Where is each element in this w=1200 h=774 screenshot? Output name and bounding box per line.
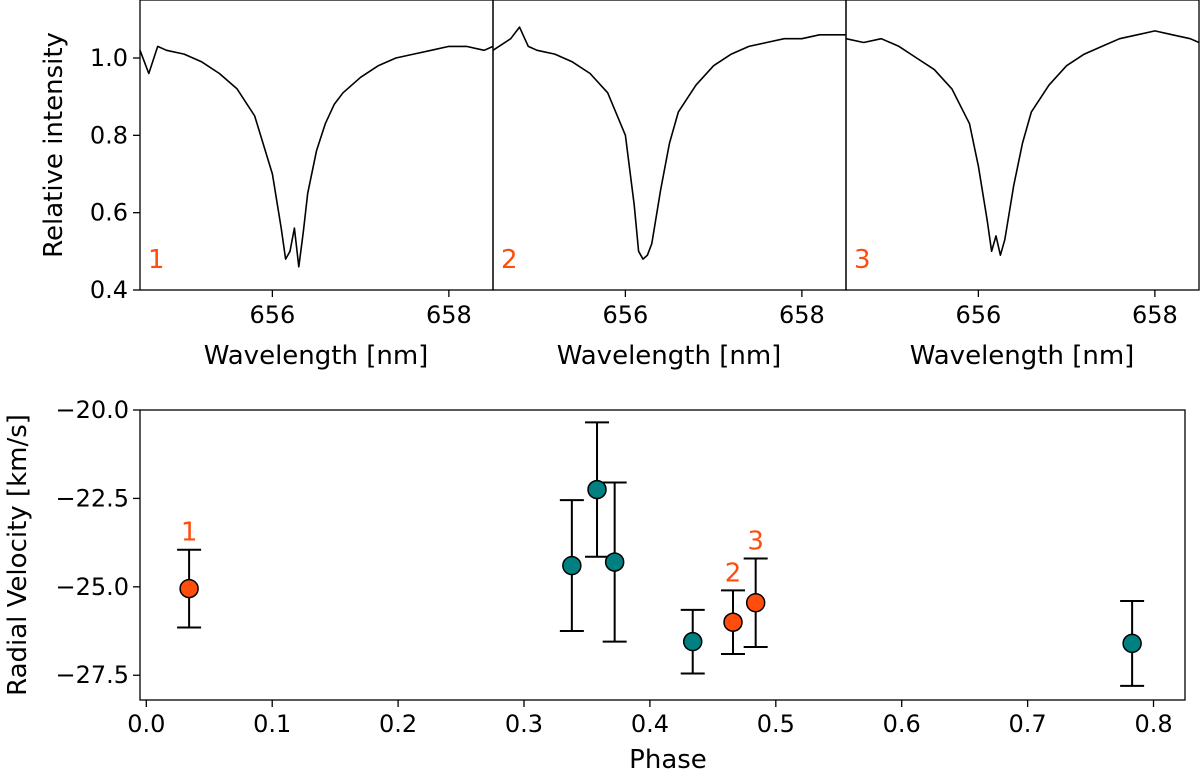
y-tick-label: 1.0	[90, 44, 128, 72]
data-point	[587, 479, 607, 500]
rv-x-axis: 0.0 0.1 0.2 0.3 0.4 0.5 0.6 0.7 0.8	[127, 700, 1173, 738]
data-point	[682, 631, 703, 652]
rv-scatter-plot: 0.0 0.1 0.2 0.3 0.4 0.5 0.6 0.7 0.8 −27.5−25.0−2…	[3, 396, 1186, 774]
rv-x-label: Phase	[629, 745, 707, 774]
y-tick-label: 0.8	[90, 121, 128, 149]
spectrum-panel-2: 656 658 2	[492, 0, 847, 329]
x-tick-label: 0.2	[379, 710, 417, 738]
x-tick-label: 0.6	[883, 710, 921, 738]
x-tick-label: 656	[955, 301, 1001, 329]
data-point	[562, 555, 582, 576]
x-tick-label: 658	[779, 301, 825, 329]
spectrum-line	[139, 45, 494, 268]
panel-number-label: 3	[854, 245, 871, 275]
x-tick-label: 0.5	[757, 710, 795, 738]
spectra-y-axis: 0.4 0.6 0.8 1.0	[90, 44, 140, 304]
spectrum-frame	[845, 0, 1200, 291]
data-point	[723, 612, 743, 632]
x-tick-label: 0.0	[127, 710, 165, 738]
spectra-row: 656 658 1 656 658 2 656 658 3 0.4 0.6 0.8 1.0 Rel…	[39, 0, 1200, 371]
y-tick-label: −22.5	[55, 484, 129, 512]
x-tick-label: 0.3	[505, 710, 543, 738]
data-point-label: 3	[747, 527, 764, 557]
spectrum-panel-1: 656 658 1	[139, 0, 494, 329]
data-point	[745, 592, 766, 613]
spectrum-panel-3: 656 658 3	[845, 0, 1200, 329]
data-point-label: 1	[181, 518, 198, 548]
spectrum-2-x-label: Wavelength [nm]	[557, 341, 782, 371]
x-tick-label: 658	[1132, 301, 1178, 329]
spectrum-1-x-label: Wavelength [nm]	[204, 341, 429, 371]
spectrum-frame	[139, 0, 494, 291]
x-tick-label: 658	[426, 301, 472, 329]
y-tick-label: −27.5	[55, 661, 129, 689]
data-point	[1122, 633, 1142, 654]
spectrum-line	[845, 30, 1200, 256]
x-tick-label: 656	[602, 301, 648, 329]
rv-y-axis: −27.5 −25.0 −22.5 −20.0	[55, 396, 140, 689]
spectrum-line	[492, 26, 846, 260]
y-tick-label: 0.6	[90, 199, 128, 227]
data-point	[604, 552, 625, 572]
y-tick-label: −25.0	[55, 573, 129, 601]
y-tick-label: −20.0	[55, 396, 129, 424]
spectrum-3-x-label: Wavelength [nm]	[910, 341, 1135, 371]
rv-data-points: 1 23	[177, 421, 1145, 687]
data-point-label: 2	[725, 558, 742, 588]
x-tick-label: 0.1	[253, 710, 291, 738]
rv-plot-frame	[139, 409, 1186, 701]
panel-number-label: 1	[148, 245, 165, 275]
x-tick-label: 656	[249, 301, 295, 329]
spectra-y-label: Relative intensity	[39, 32, 69, 258]
x-tick-label: 0.8	[1134, 710, 1172, 738]
data-point	[179, 578, 199, 599]
x-tick-label: 0.7	[1009, 710, 1047, 738]
x-tick-label: 0.4	[631, 710, 669, 738]
panel-number-label: 2	[501, 245, 518, 275]
rv-y-label: Radial Velocity [km/s]	[3, 414, 33, 696]
y-tick-label: 0.4	[90, 276, 128, 304]
